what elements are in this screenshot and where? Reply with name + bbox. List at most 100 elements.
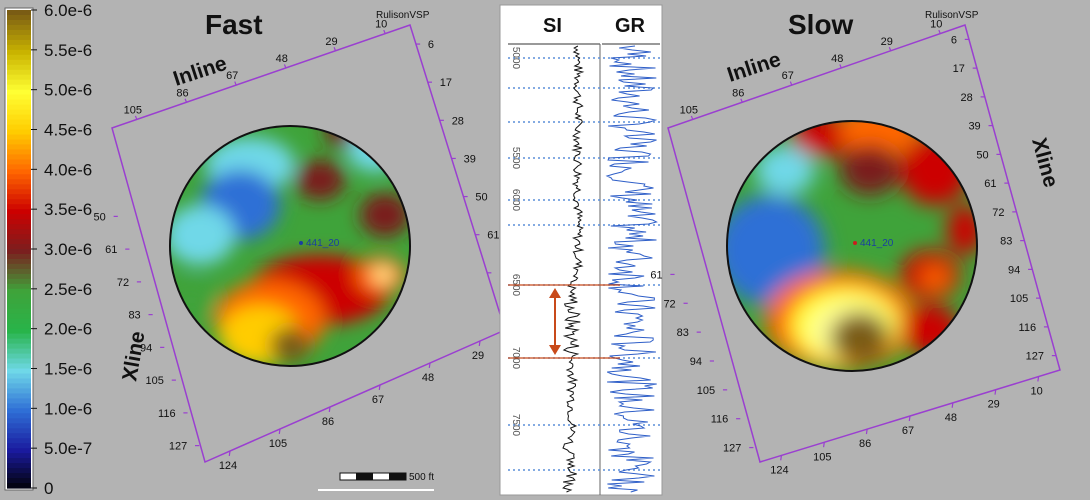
axis-tick	[228, 450, 231, 456]
colorbar-segment	[7, 15, 31, 21]
colorbar-segment	[7, 273, 31, 280]
axis-tick	[234, 81, 237, 86]
axis-tick-label: 105	[680, 104, 698, 116]
axis-tick	[134, 115, 138, 120]
zone-arrow-head-bottom	[549, 345, 561, 355]
slow-frame	[667, 24, 1061, 463]
slow-xline-axis-title: Xline	[1027, 135, 1062, 189]
axis-tick-label: 50	[475, 192, 487, 204]
colorbar-segment	[7, 234, 31, 240]
colorbar-segment	[7, 343, 31, 350]
colorbar-segment	[7, 29, 31, 36]
colorbar-segment	[7, 239, 31, 245]
slow-well-label: 441_20	[860, 238, 894, 249]
axis-tick-label: 61	[650, 269, 662, 281]
axis-tick-label: 86	[176, 87, 188, 99]
axis-tick-label: 72	[117, 277, 129, 289]
colorbar-tick-label: 4.0e-6	[44, 160, 92, 179]
colorbar-segments	[7, 10, 31, 489]
colorbar-segment	[7, 298, 31, 305]
colorbar-tick-label: 2.5e-6	[44, 280, 92, 299]
colorbar-segment	[7, 268, 31, 275]
axis-tick-label: 116	[158, 408, 176, 420]
slow-panel: 105 86 67 48 29 10 6 17 28 39 50 61 72 83 94 105 116 127…	[650, 9, 1062, 476]
colorbar-segment	[7, 433, 31, 439]
colorbar-segment	[7, 74, 31, 81]
axis-tick-label: 83	[1000, 236, 1012, 248]
axis-tick	[839, 64, 842, 69]
colorbar-segment	[7, 333, 31, 340]
colorbar-segment	[7, 263, 31, 270]
colorbar-segment	[7, 353, 31, 360]
colorbar-tick-label: 6.0e-6	[44, 1, 92, 20]
colorbar-segment	[7, 373, 31, 380]
colorbar-segment	[7, 483, 31, 489]
axis-tick-label: 17	[440, 77, 452, 89]
colorbar-segment	[7, 308, 31, 315]
colorbar-segment	[7, 134, 31, 141]
colorbar-segment	[7, 209, 31, 215]
colorbar-segment	[7, 328, 31, 335]
colorbar-segment	[7, 398, 31, 404]
colorbar-segment	[7, 44, 31, 51]
fast-xline-left-ticks: 50 61 72 83 94 105 116 127	[94, 211, 200, 453]
slow-inline-bottom-ticks: 124 105 86 67 48 29 10	[770, 376, 1043, 476]
depth-label: 6000	[510, 189, 521, 212]
axis-tick-label: 6	[428, 39, 434, 51]
colorbar-segment	[7, 448, 31, 454]
colorbar-segment	[7, 114, 31, 121]
axis-tick-label: 83	[677, 327, 689, 339]
axis-tick	[888, 47, 892, 51]
axis-tick-label: 28	[452, 115, 464, 127]
slow-xline-left-ticks: 61 72 83 94 105 116 127	[650, 269, 754, 455]
colorbar-segment	[7, 219, 31, 225]
colorbar-segment	[7, 94, 31, 101]
colorbar-segment	[7, 283, 31, 290]
axis-tick	[822, 442, 825, 448]
fast-inline-axis-title: Inline	[170, 52, 229, 91]
colorbar-segment	[7, 259, 31, 265]
colorbar-segment	[7, 124, 31, 131]
colorbar-segment	[7, 473, 31, 479]
depth-label: 5000	[510, 47, 521, 70]
axis-tick	[690, 115, 694, 120]
axis-tick	[278, 428, 281, 434]
fast-survey-label: RulisonVSP	[376, 10, 430, 21]
colorbar-segment	[7, 129, 31, 136]
axis-tick	[428, 362, 431, 368]
gr-curve	[605, 45, 658, 493]
colorbar-segment	[7, 10, 31, 16]
axis-tick	[378, 384, 381, 390]
axis-tick-label: 28	[961, 92, 973, 104]
colorbar-segment	[7, 438, 31, 444]
axis-tick-label: 29	[325, 36, 337, 48]
colorbar-segment	[7, 59, 31, 66]
axis-tick	[994, 389, 997, 395]
colorbar-tick-label: 5.0e-7	[44, 439, 92, 458]
axis-tick-label: 61	[984, 178, 996, 190]
colorbar-segment	[7, 313, 31, 320]
colorbar-segment	[7, 204, 31, 210]
colorbar-segment	[7, 154, 31, 160]
colorbar: 6.0e-6 5.5e-6 5.0e-6 4.5e-6 4.0e-6 3.5e-6 3.0e…	[4, 1, 92, 498]
colorbar-segment	[7, 224, 31, 230]
colorbar-segment	[7, 468, 31, 474]
axis-tick	[1037, 376, 1040, 382]
colorbar-segment	[7, 293, 31, 300]
colorbar-segment	[7, 378, 31, 385]
colorbar-tick-label: 3.0e-6	[44, 240, 92, 259]
fast-map-outline	[169, 125, 411, 367]
colorbar-segment	[7, 34, 31, 41]
colorbar-segment	[7, 79, 31, 86]
colorbar-segment	[7, 39, 31, 46]
colorbar-labels: 6.0e-6 5.5e-6 5.0e-6 4.5e-6 4.0e-6 3.5e-6 3.0e…	[31, 1, 92, 498]
axis-tick-label: 86	[322, 416, 334, 428]
axis-tick-label: 67	[226, 70, 238, 82]
axis-tick-label: 48	[945, 412, 957, 424]
axis-tick	[283, 64, 287, 69]
axis-tick-label: 105	[146, 375, 164, 387]
slow-inline-top-ticks: 105 86 67 48 29 10	[680, 19, 942, 120]
axis-tick-label: 17	[953, 63, 965, 75]
axis-tick	[789, 81, 793, 86]
fast-well-marker	[299, 241, 303, 245]
